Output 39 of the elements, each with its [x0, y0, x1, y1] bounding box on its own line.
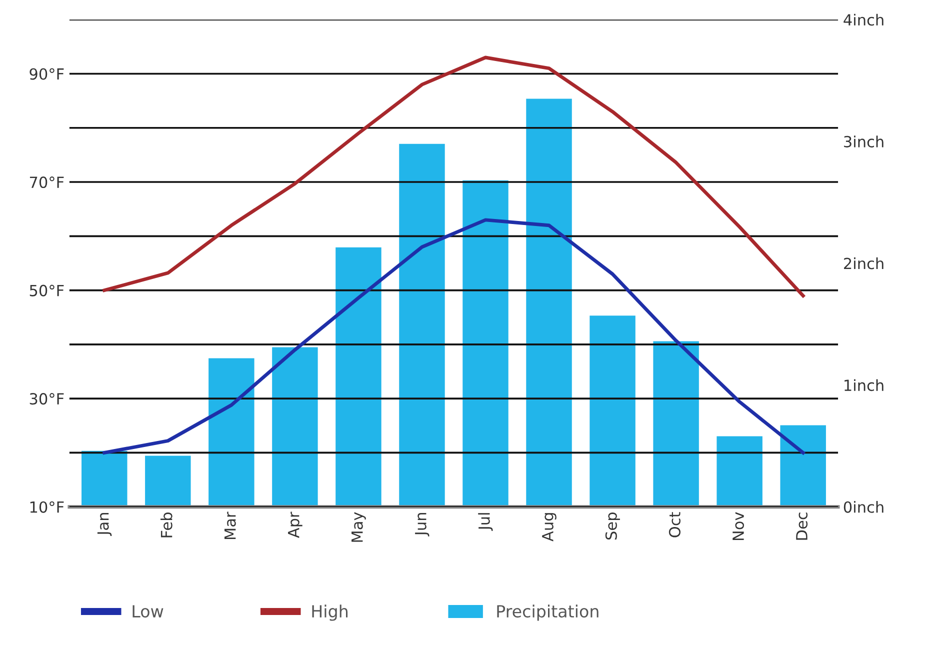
y-tick-label: 50°F	[30, 284, 64, 296]
x-tick-label: Jan	[97, 513, 112, 536]
legend-label: Low	[132, 605, 164, 618]
y2-tick-label: 3inch	[844, 136, 884, 148]
x-tick-label: Dec	[796, 512, 808, 540]
x-tick-label: Feb	[160, 512, 172, 538]
x-tick-label: Sep	[605, 512, 620, 540]
legend-label: Precipitation	[497, 604, 598, 621]
bar	[208, 358, 254, 507]
y-tick-label: 90°F	[30, 68, 64, 80]
bar	[590, 316, 636, 507]
y2-tick-label: 4inch	[844, 14, 884, 26]
x-tick-label: Apr	[288, 512, 302, 538]
x-tick-label: Jun	[415, 513, 430, 536]
line-series	[102, 218, 805, 454]
y2-tick-label: 1inch	[844, 379, 884, 392]
bar	[462, 180, 508, 507]
bar	[82, 450, 128, 507]
y-tick-label: 70°F	[30, 176, 64, 188]
x-tick-label: Jul	[478, 513, 493, 531]
bar	[272, 347, 318, 507]
x-tick-label: May	[352, 512, 366, 542]
line-series	[102, 56, 805, 298]
bar	[526, 98, 572, 507]
y-tick-label: 10°F	[30, 501, 64, 513]
y2-tick-label: 0inch	[844, 501, 884, 513]
x-tick-label: Oct	[668, 512, 680, 538]
bar	[336, 247, 382, 507]
x-tick-label: Mar	[224, 512, 236, 540]
x-tick-label: Aug	[542, 513, 556, 542]
x-tick-label: Nov	[732, 512, 744, 540]
legend-label: High	[312, 604, 348, 621]
y-tick-label: 30°F	[30, 393, 64, 405]
bar	[780, 425, 826, 507]
y2-tick-label: 2inch	[844, 257, 884, 270]
bar	[145, 456, 191, 507]
bar	[716, 436, 762, 507]
bar	[653, 341, 699, 507]
bar	[399, 144, 445, 507]
